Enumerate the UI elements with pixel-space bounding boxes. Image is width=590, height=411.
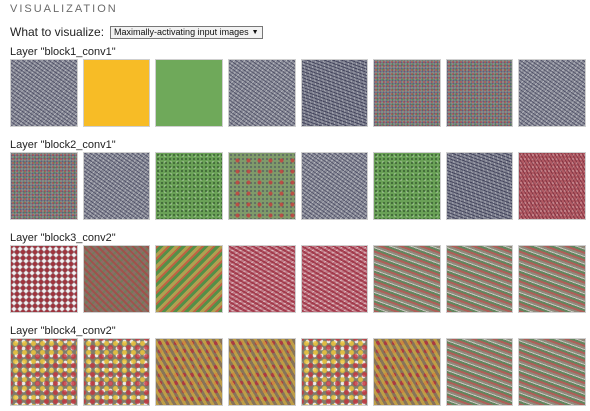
filter-image[interactable] <box>300 152 369 220</box>
filter-image[interactable] <box>227 245 296 313</box>
filter-image[interactable] <box>373 245 441 313</box>
visualize-select[interactable]: Maximally-activating input images ▼ <box>110 25 263 39</box>
filter-image[interactable] <box>518 152 586 220</box>
layer-section: Layer "block3_conv2" <box>10 231 586 313</box>
filter-image[interactable] <box>155 338 223 406</box>
filter-image[interactable] <box>300 59 369 127</box>
filter-image[interactable] <box>10 152 78 220</box>
filter-image[interactable] <box>518 59 586 127</box>
tile-row <box>10 338 586 406</box>
layer-title: Layer "block1_conv1" <box>10 46 116 58</box>
filter-image[interactable] <box>227 59 296 127</box>
chevron-down-icon: ▼ <box>251 28 259 36</box>
layer-title: Layer "block2_conv1" <box>10 139 116 151</box>
filter-image[interactable] <box>518 338 586 406</box>
filter-image[interactable] <box>82 152 151 220</box>
filter-image[interactable] <box>445 338 514 406</box>
filter-image[interactable] <box>445 152 514 220</box>
section-title: VISUALIZATION <box>10 3 118 15</box>
visualize-label: What to visualize: <box>10 25 105 39</box>
filter-image[interactable] <box>373 59 441 127</box>
tile-row <box>10 152 586 220</box>
filter-image[interactable] <box>227 338 296 406</box>
visualize-select-value: Maximally-activating input images <box>114 26 249 37</box>
filter-image[interactable] <box>155 59 223 127</box>
filter-image[interactable] <box>300 338 369 406</box>
filter-image[interactable] <box>518 245 586 313</box>
filter-image[interactable] <box>373 152 441 220</box>
filter-image[interactable] <box>82 338 151 406</box>
filter-image[interactable] <box>155 245 223 313</box>
tile-row <box>10 245 586 313</box>
filter-image[interactable] <box>227 152 296 220</box>
filter-image[interactable] <box>82 59 151 127</box>
visualize-controls: What to visualize: Maximally-activating … <box>10 25 263 39</box>
layer-title: Layer "block4_conv2" <box>10 325 116 337</box>
tile-row <box>10 59 586 127</box>
layer-section: Layer "block1_conv1" <box>10 45 586 127</box>
layer-title: Layer "block3_conv2" <box>10 232 116 244</box>
filter-image[interactable] <box>155 152 223 220</box>
filter-image[interactable] <box>445 59 514 127</box>
filter-image[interactable] <box>373 338 441 406</box>
filter-image[interactable] <box>10 338 78 406</box>
filter-image[interactable] <box>10 245 78 313</box>
filter-image[interactable] <box>82 245 151 313</box>
filter-image[interactable] <box>445 245 514 313</box>
filter-image[interactable] <box>10 59 78 127</box>
layer-section: Layer "block2_conv1" <box>10 138 586 220</box>
filter-image[interactable] <box>300 245 369 313</box>
layer-section: Layer "block4_conv2" <box>10 324 586 406</box>
